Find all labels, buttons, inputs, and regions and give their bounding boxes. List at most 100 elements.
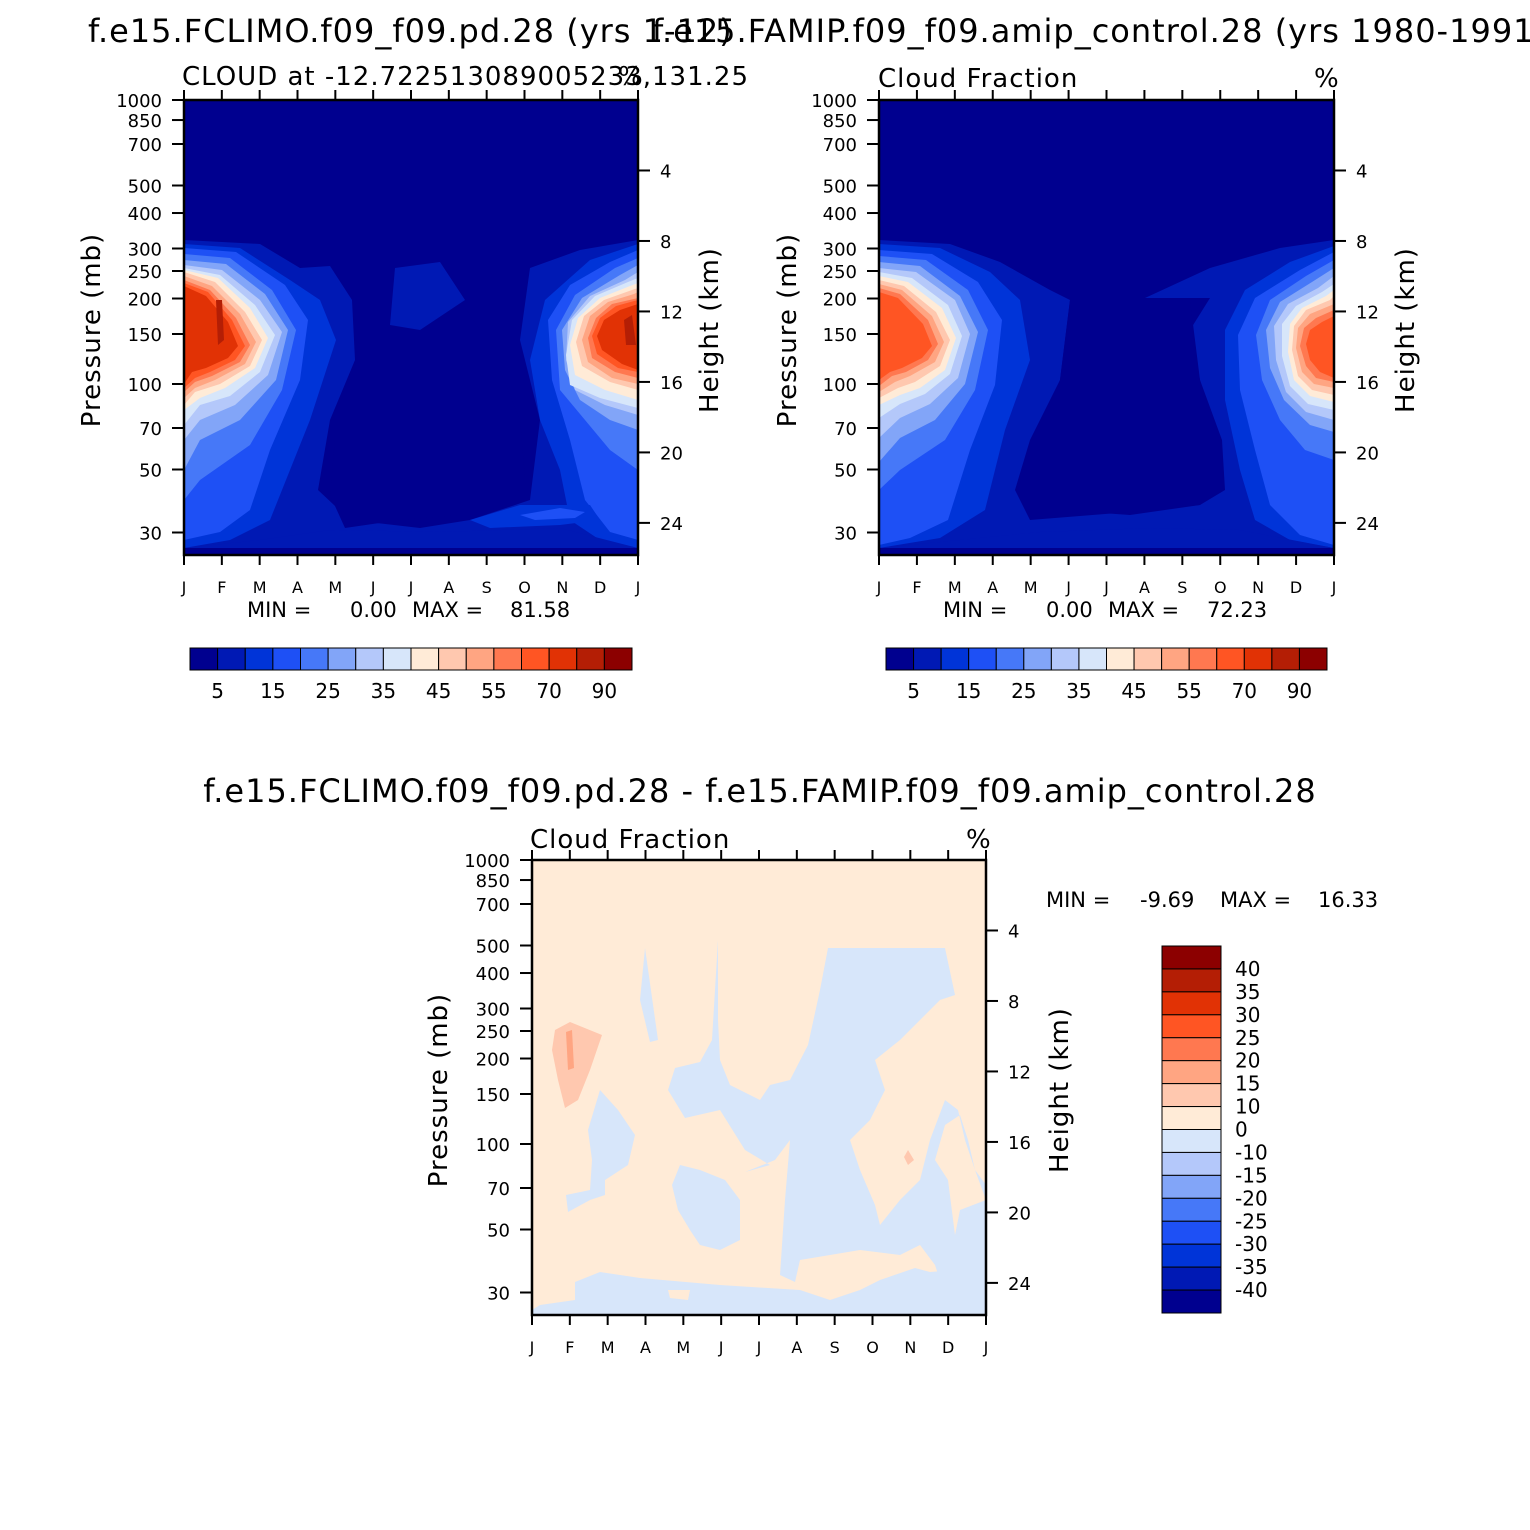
colorbar-swatch	[1161, 1129, 1222, 1153]
x-tick-label: A	[292, 578, 303, 597]
colorbar-swatch	[995, 647, 1025, 671]
colorbar-swatch	[521, 647, 550, 671]
x-tick-label: J	[1065, 578, 1071, 597]
y-tick-label: 400	[476, 964, 510, 985]
colorbar: 5 15 25 35 45 55 70 90	[189, 647, 633, 703]
x-tick-label: F	[565, 1338, 574, 1357]
y-tick-label-right: 20	[660, 443, 683, 464]
y-tick-label-right: 24	[660, 514, 683, 535]
y-tick-label-right: 12	[660, 302, 683, 323]
y-tick-label-right: 16	[1356, 373, 1379, 394]
colorbar-swatch	[217, 647, 246, 671]
colorbar-label: 0	[1235, 1118, 1248, 1142]
y-axis-label-right: Height (km)	[1391, 247, 1421, 413]
x-tick-label: J	[983, 1338, 989, 1357]
colorbar-label: -10	[1235, 1140, 1268, 1164]
min-label: MIN =	[1046, 888, 1110, 912]
max-label: MAX =	[1108, 598, 1179, 622]
min-label: MIN =	[943, 598, 1007, 622]
x-tick-label: M	[948, 578, 962, 597]
panel-subtitle: Cloud Fraction	[878, 64, 1078, 94]
x-tick-label: O	[1214, 578, 1227, 597]
y-axis-label: Pressure (mb)	[773, 233, 803, 427]
y-tick-label: 850	[823, 111, 857, 132]
y-tick-label-right: 16	[1008, 1133, 1031, 1154]
y-tick-label: 100	[128, 375, 162, 396]
y-tick-label: 50	[487, 1221, 510, 1242]
contour-band	[566, 1030, 574, 1070]
contour-band	[566, 1090, 635, 1212]
y-tick-label: 400	[128, 204, 162, 225]
colorbar-label: 45	[426, 679, 451, 703]
min-label: MIN =	[247, 598, 311, 622]
y-tick-label-right: 4	[1356, 161, 1367, 182]
colorbar-swatch	[1161, 1220, 1222, 1245]
colorbar-label: -25	[1235, 1209, 1268, 1233]
colorbar-label: 35	[371, 679, 396, 703]
contour-band	[552, 1022, 602, 1108]
min-value: -9.69	[1140, 888, 1194, 912]
colorbar-swatch	[968, 647, 997, 671]
colorbar-label: 5	[907, 679, 920, 703]
x-tick-label: J	[408, 578, 414, 597]
contour-band	[904, 1150, 914, 1165]
colorbar-label: 70	[536, 679, 561, 703]
y-tick-label: 500	[823, 176, 857, 197]
y-tick-label: 30	[487, 1284, 510, 1305]
y-tick-label: 1000	[116, 91, 162, 112]
units-label: %	[618, 62, 643, 92]
colorbar-swatch	[1298, 647, 1328, 671]
y-tick-label: 250	[823, 262, 857, 283]
max-value: 16.33	[1318, 888, 1378, 912]
y-tick-label-right: 4	[1008, 921, 1019, 942]
y-tick-label: 50	[834, 461, 857, 482]
min-value: 0.00	[1046, 598, 1093, 622]
y-axis-label: Pressure (mb)	[77, 233, 107, 427]
y-tick-label-right: 20	[1008, 1203, 1031, 1224]
colorbar-swatch	[1161, 1197, 1222, 1222]
contour-band	[330, 300, 525, 528]
colorbar-label: 10	[1235, 1095, 1260, 1119]
y-tick-label: 150	[823, 325, 857, 346]
x-tick-label: J	[756, 1338, 762, 1357]
x-tick-label: J	[876, 578, 882, 597]
y-tick-label: 200	[476, 1050, 510, 1071]
colorbar-label: -15	[1235, 1163, 1268, 1187]
y-tick-label: 150	[476, 1085, 510, 1106]
x-tick-label: D	[942, 1338, 954, 1357]
x-tick-label: J	[1103, 578, 1109, 597]
units-label: %	[966, 825, 991, 855]
y-tick-label: 100	[476, 1135, 510, 1156]
colorbar-swatch	[1161, 1060, 1222, 1085]
contour-band	[390, 262, 465, 330]
y-tick-label-right: 8	[660, 232, 671, 253]
contour-background	[532, 860, 986, 1315]
y-tick-label: 30	[139, 524, 162, 545]
x-tick-label: J	[635, 578, 641, 597]
y-tick-label: 1000	[811, 91, 857, 112]
x-tick-label: A	[791, 1338, 802, 1357]
colorbar-label: -20	[1235, 1186, 1268, 1210]
colorbar-label: 15	[956, 679, 981, 703]
colorbar-label: 90	[592, 679, 617, 703]
colorbar: 5 15 25 35 45 55 70 90	[885, 647, 1328, 703]
colorbar-swatch	[1161, 968, 1222, 993]
max-label: MAX =	[412, 598, 483, 622]
colorbar-swatch	[438, 647, 467, 671]
x-tick-label: S	[482, 578, 492, 597]
colorbar-label: 35	[1235, 980, 1260, 1004]
y-tick-label-right: 24	[1356, 514, 1379, 535]
y-tick-label-right: 4	[660, 161, 671, 182]
colorbar-label: 15	[260, 679, 285, 703]
contour-band	[184, 268, 638, 425]
colorbar-swatch	[1161, 1151, 1222, 1176]
y-tick-label: 30	[834, 524, 857, 545]
panel-title: f.e15.FCLIMO.f09_f09.pd.28 - f.e15.FAMIP…	[203, 772, 1316, 810]
colorbar-label: -35	[1235, 1255, 1268, 1279]
y-tick-label-right: 16	[660, 373, 683, 394]
colorbar-swatch	[1161, 1243, 1222, 1268]
x-tick-label: J	[529, 1338, 535, 1357]
contour-field	[184, 100, 638, 555]
